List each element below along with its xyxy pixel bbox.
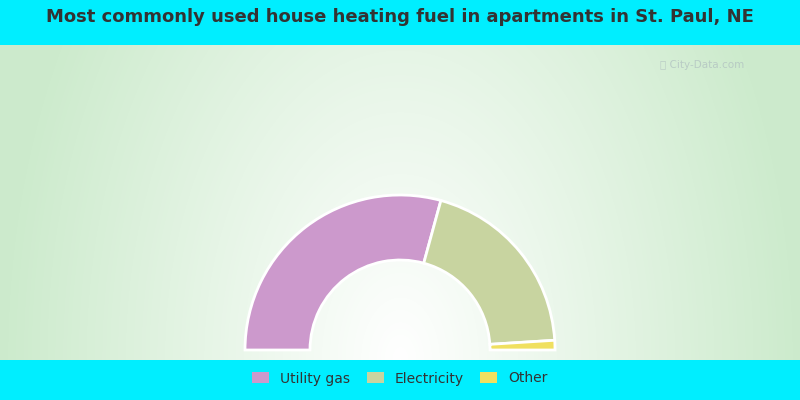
Wedge shape xyxy=(490,340,555,350)
Wedge shape xyxy=(245,195,441,350)
Text: Most commonly used house heating fuel in apartments in St. Paul, NE: Most commonly used house heating fuel in… xyxy=(46,8,754,26)
Legend: Utility gas, Electricity, Other: Utility gas, Electricity, Other xyxy=(247,366,553,391)
Text: ⓘ City-Data.com: ⓘ City-Data.com xyxy=(660,60,744,70)
Wedge shape xyxy=(424,200,554,344)
